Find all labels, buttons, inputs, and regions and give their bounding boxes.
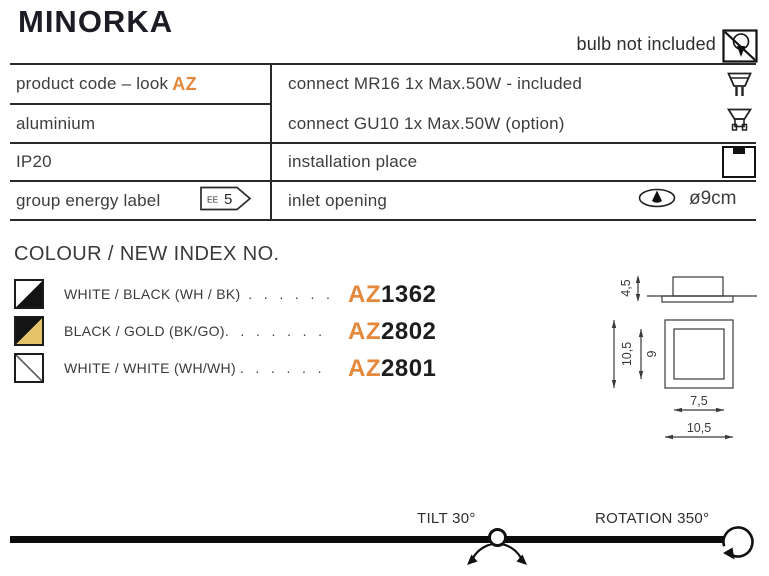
- spec-row-connect-gu10: connect GU10 1x Max.50W (option): [288, 105, 565, 142]
- dot-leader: . . . . . . .: [224, 323, 323, 339]
- colour-item-black-gold: BLACK / GOLD (BK/GO) . . . . . . .: [14, 316, 323, 346]
- spec-row-inlet-opening: inlet opening: [288, 182, 387, 219]
- brand-accent: AZ: [172, 73, 198, 94]
- index-code-az1362: AZ1362: [348, 281, 436, 309]
- bulb-note-label: bulb not included: [576, 34, 716, 54]
- colour-section-heading: COLOUR / NEW INDEX NO.: [14, 243, 280, 265]
- colour-item-white-white: WHITE / WHITE (WH/WH) . . . . . .: [14, 353, 322, 383]
- bulb-not-included-icon: [722, 29, 758, 63]
- recessed-mount-icon: [722, 146, 756, 178]
- index-code-az2802: AZ2802: [348, 318, 436, 346]
- spec-value: installation place: [288, 152, 418, 171]
- dim-cutout-height: 9: [645, 350, 659, 357]
- energy-class-badge-icon: EE 5: [200, 186, 252, 211]
- spec-value: connect MR16 1x Max.50W - included: [288, 74, 583, 93]
- svg-text:5: 5: [224, 191, 232, 208]
- dim-recess-depth: 4,5: [619, 279, 633, 296]
- spec-value: inlet opening: [288, 190, 388, 210]
- spec-row-energy-label: group energy label: [16, 182, 160, 219]
- code-prefix: AZ: [348, 281, 381, 308]
- code-prefix: AZ: [348, 355, 381, 382]
- spec-row-ip-rating: IP20: [16, 144, 52, 180]
- spec-row-installation-place: installation place: [288, 144, 417, 180]
- inlet-diameter-value: ø9cm: [689, 188, 737, 209]
- colour-label: BLACK / GOLD (BK/GO): [64, 323, 225, 339]
- dim-inner-width: 7,5: [690, 394, 707, 408]
- colour-swatch-white-black: [14, 279, 44, 309]
- colour-item-white-black: WHITE / BLACK (WH / BK) . . . . . .: [14, 279, 330, 309]
- table-column-divider: [270, 63, 272, 221]
- dot-leader: . . . . . .: [235, 360, 322, 376]
- spec-label: product code – look: [16, 74, 169, 93]
- dot-leader: . . . . . .: [240, 286, 330, 302]
- rotation-label: ROTATION 350°: [595, 510, 710, 527]
- product-title: MINORKA: [18, 4, 174, 39]
- spec-label: aluminium: [16, 113, 96, 133]
- mr16-bulb-icon: [727, 72, 752, 96]
- code-prefix: AZ: [348, 318, 381, 345]
- tilt-arrows-icon: [467, 544, 527, 565]
- code-number: 2802: [381, 318, 437, 345]
- colour-label: WHITE / BLACK (WH / BK): [64, 286, 241, 302]
- rotation-arrow-icon: [722, 526, 754, 560]
- spec-row-product-code: product code – look AZ: [16, 65, 197, 103]
- baseline-bar: [10, 536, 724, 543]
- code-number: 2801: [381, 355, 437, 382]
- colour-swatch-black-gold: [14, 316, 44, 346]
- gu10-bulb-icon: [727, 108, 752, 131]
- spec-label: group energy label: [16, 190, 161, 210]
- dim-overall-width: 10,5: [687, 421, 711, 435]
- table-divider-row1: [10, 103, 270, 105]
- index-code-az2801: AZ2801: [348, 355, 436, 383]
- table-border-bottom: [10, 219, 756, 221]
- colour-label: WHITE / WHITE (WH/WH): [64, 360, 236, 376]
- dim-overall-height: 10,5: [620, 342, 634, 366]
- spec-label: IP20: [16, 152, 52, 171]
- dimension-drawing: 4,5 10,5 9 7,5 10,5: [611, 275, 757, 440]
- table-divider-row3: [10, 180, 756, 182]
- svg-text:EE: EE: [207, 195, 219, 205]
- spec-row-material: aluminium: [16, 105, 95, 142]
- inlet-hole-icon: [638, 188, 676, 208]
- tilt-label: TILT 30°: [417, 510, 476, 527]
- tilt-pivot-icon: [488, 528, 507, 547]
- table-border-top: [10, 63, 756, 65]
- spec-value: connect GU10 1x Max.50W (option): [288, 113, 565, 133]
- colour-swatch-white-white: [14, 353, 44, 383]
- code-number: 1362: [381, 281, 437, 308]
- spec-row-connect-mr16: connect MR16 1x Max.50W - included: [288, 65, 582, 103]
- table-divider-row2: [10, 142, 756, 144]
